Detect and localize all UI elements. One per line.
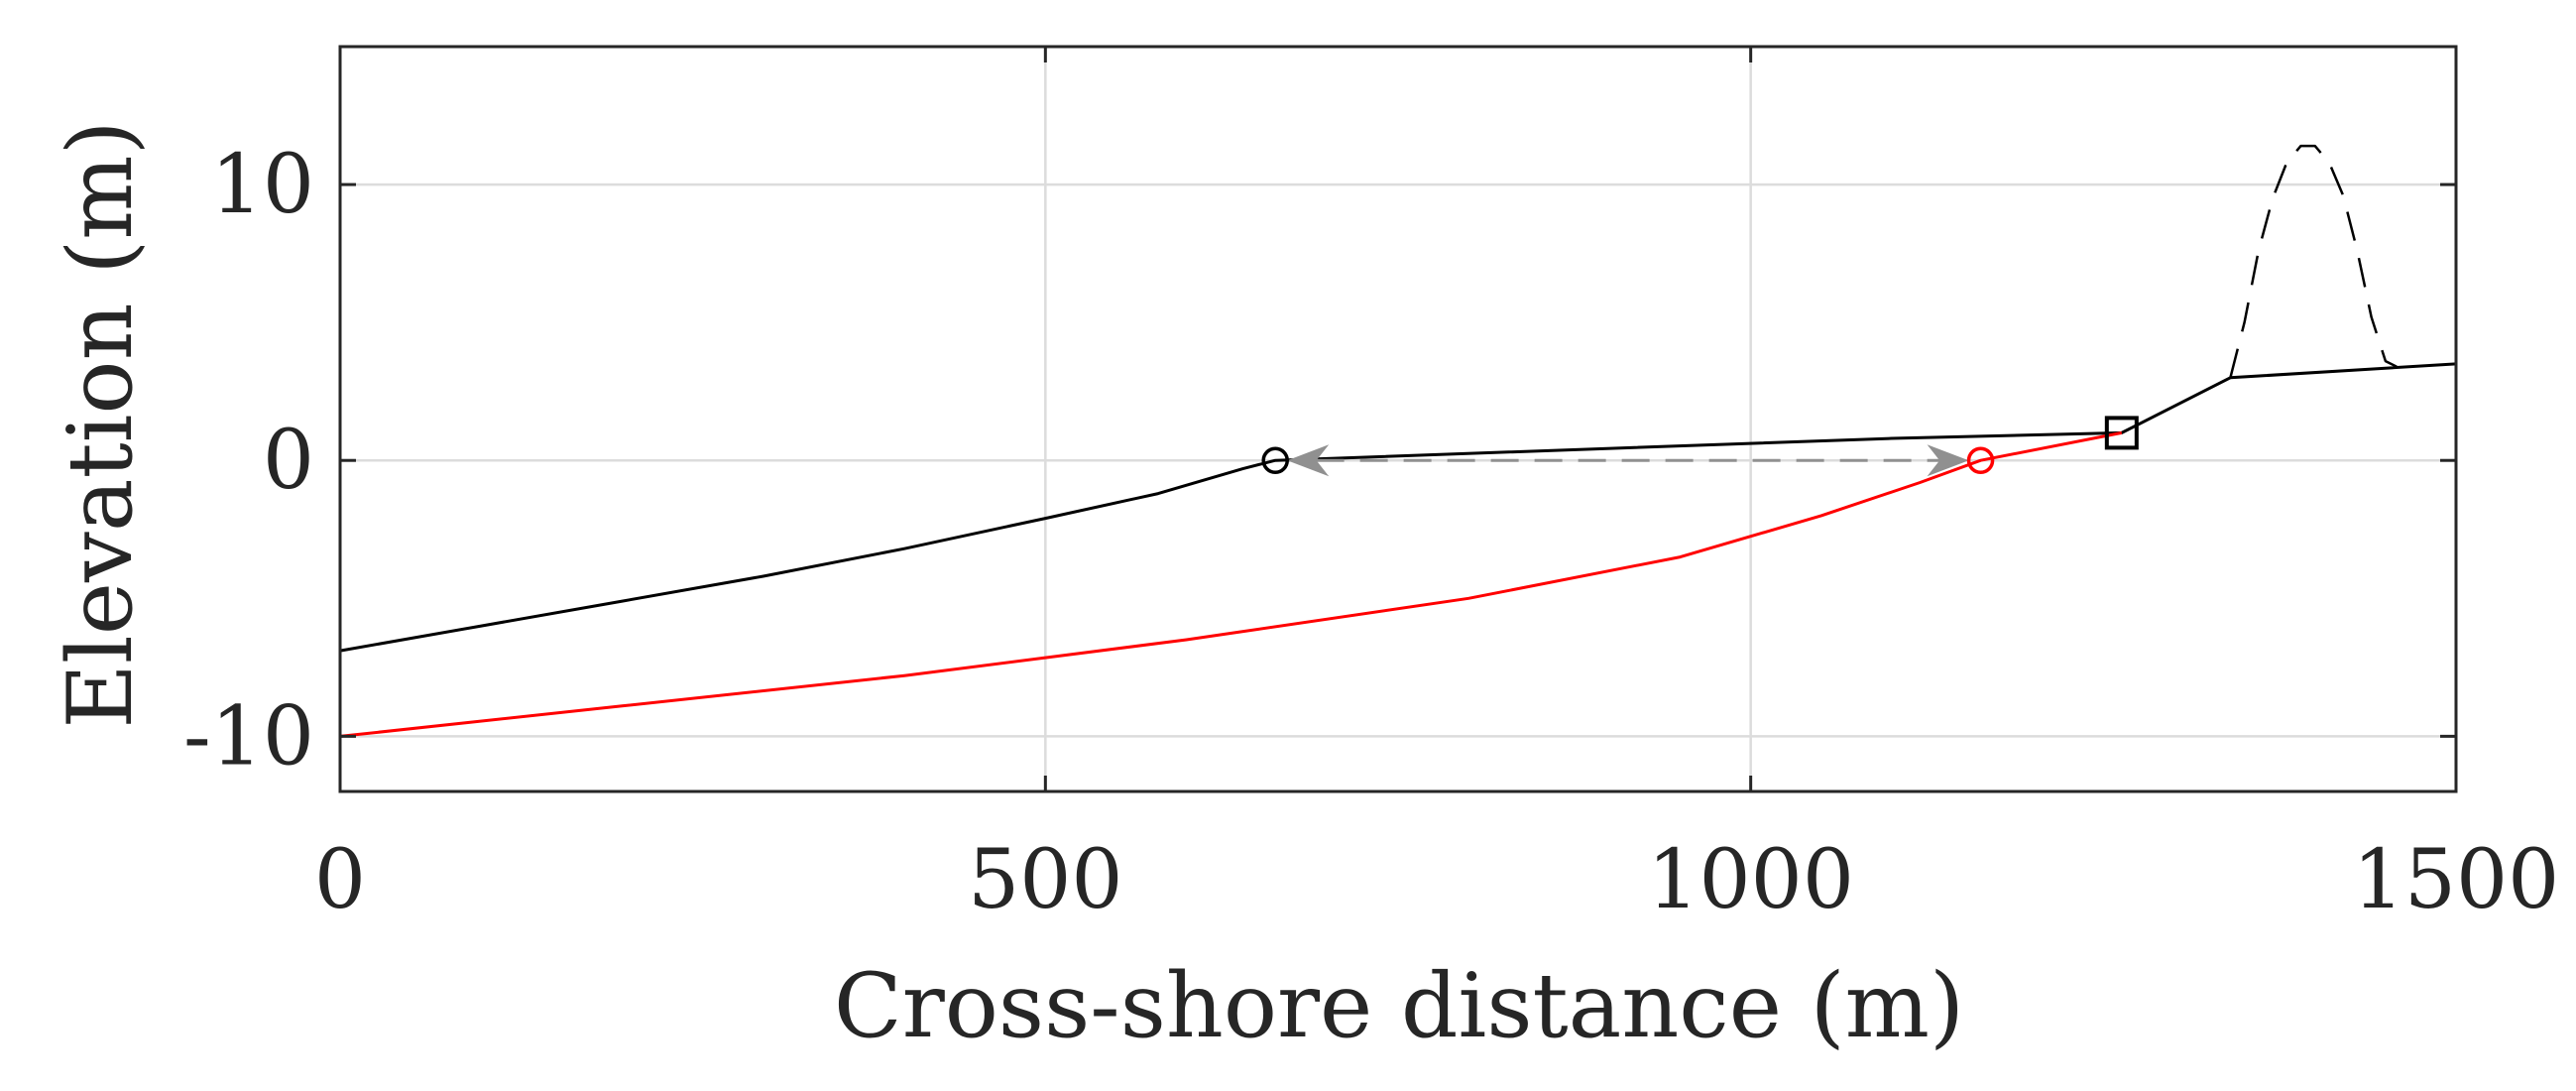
- plot-frame: [338, 45, 2458, 793]
- shoreline-shift-arrow-head-right: [1927, 444, 1969, 477]
- marker-shoreline-shifted: [1966, 446, 1995, 474]
- x-tick-label-3: 1500: [2353, 833, 2560, 927]
- x-tick-label-2: 1000: [1647, 833, 1854, 927]
- marker-layer: [1261, 416, 2139, 474]
- grid-lines: [340, 47, 2456, 791]
- y-axis-title: Elevation (m): [49, 120, 153, 729]
- annotation-layer: [1287, 444, 1969, 477]
- marker-reference-point: [2104, 416, 2139, 450]
- marker-shoreline-initial: [1261, 446, 1289, 474]
- y-tick-label-2: 10: [211, 138, 314, 232]
- x-tick-label-0: 0: [314, 833, 366, 927]
- x-tick-label-1: 500: [968, 833, 1123, 927]
- axes: [338, 45, 2458, 793]
- y-tick-label-0: -10: [183, 689, 314, 784]
- shoreline-shift-arrow-head-left: [1287, 444, 1330, 477]
- y-tick-label-1: 0: [263, 414, 314, 508]
- series-line-shifted-profile: [339, 430, 2123, 738]
- series-line-dune: [2229, 144, 2398, 379]
- series-layer: [339, 144, 2457, 738]
- x-axis-title: Cross-shore distance (m): [834, 954, 1964, 1058]
